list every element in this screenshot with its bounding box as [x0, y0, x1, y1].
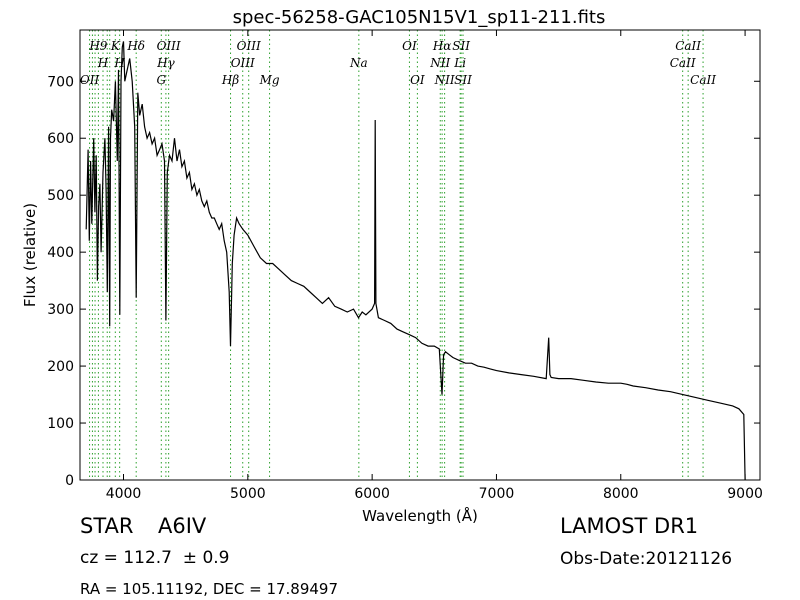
y-axis-label: Flux (relative) [21, 203, 39, 307]
line-label: NII [429, 56, 450, 70]
y-tick-label: 400 [47, 245, 74, 261]
line-label: OII [80, 73, 100, 87]
line-label: Hα [432, 39, 452, 53]
line-label: K [110, 39, 121, 53]
line-label: OIII [237, 39, 261, 53]
y-tick-label: 0 [65, 473, 74, 489]
x-tick-label: 4000 [106, 486, 142, 502]
line-label: CaII [675, 39, 701, 53]
line-label: H9 [88, 39, 107, 53]
y-tick-label: 100 [47, 416, 74, 432]
y-axis: 0 100 200 300 400 500 600 700 [47, 74, 760, 489]
line-label: OIII [231, 56, 255, 70]
line-label: G [157, 73, 167, 87]
line-label: SII [452, 39, 470, 53]
line-label: Hγ [156, 56, 175, 70]
line-label: OI [410, 73, 425, 87]
line-label: OIII [157, 39, 181, 53]
chart-title: spec-56258-GAC105N15V1_sp11-211.fits [233, 7, 606, 28]
x-tick-label: 8000 [603, 486, 639, 502]
line-label: Mg [259, 73, 280, 87]
line-label: Li [453, 56, 466, 70]
redshift-value: cz = 112.7 ± 0.9 [80, 548, 230, 568]
x-axis-label: Wavelength (Å) [362, 506, 478, 525]
line-label: H [97, 56, 109, 70]
y-tick-label: 700 [47, 74, 74, 90]
line-label: Hδ [126, 39, 145, 53]
observation-date: Obs-Date:20121126 [560, 549, 733, 569]
line-label: CaII [690, 73, 716, 87]
object-class: STAR [80, 514, 134, 538]
object-subclass: A6IV [158, 514, 207, 538]
spectrum-line [85, 41, 746, 481]
line-label: SII [454, 73, 472, 87]
x-tick-label: 7000 [479, 486, 515, 502]
x-tick-label: 6000 [354, 486, 390, 502]
line-label: Hβ [221, 73, 239, 87]
line-label: Na [349, 56, 368, 70]
x-tick-label: 9000 [727, 486, 763, 502]
coordinates: RA = 105.11192, DEC = 17.89497 [80, 580, 339, 598]
survey-name: LAMOST DR1 [560, 514, 699, 538]
y-tick-label: 500 [47, 188, 74, 204]
y-tick-label: 600 [47, 131, 74, 147]
x-tick-label: 5000 [230, 486, 266, 502]
plot-frame [79, 29, 761, 481]
spectral-line-markers [89, 30, 704, 480]
line-label: CaII [670, 56, 696, 70]
y-tick-label: 200 [47, 359, 74, 375]
y-tick-label: 300 [47, 302, 74, 318]
x-axis: 4000 5000 6000 7000 8000 9000 [106, 30, 763, 502]
line-label: NII [434, 73, 455, 87]
line-label: OI [402, 39, 417, 53]
spectral-line-labels: OIIH9HKHHδGHγOIIIHβOIIIOIIIMgNaOIOINIIHα… [80, 39, 716, 87]
